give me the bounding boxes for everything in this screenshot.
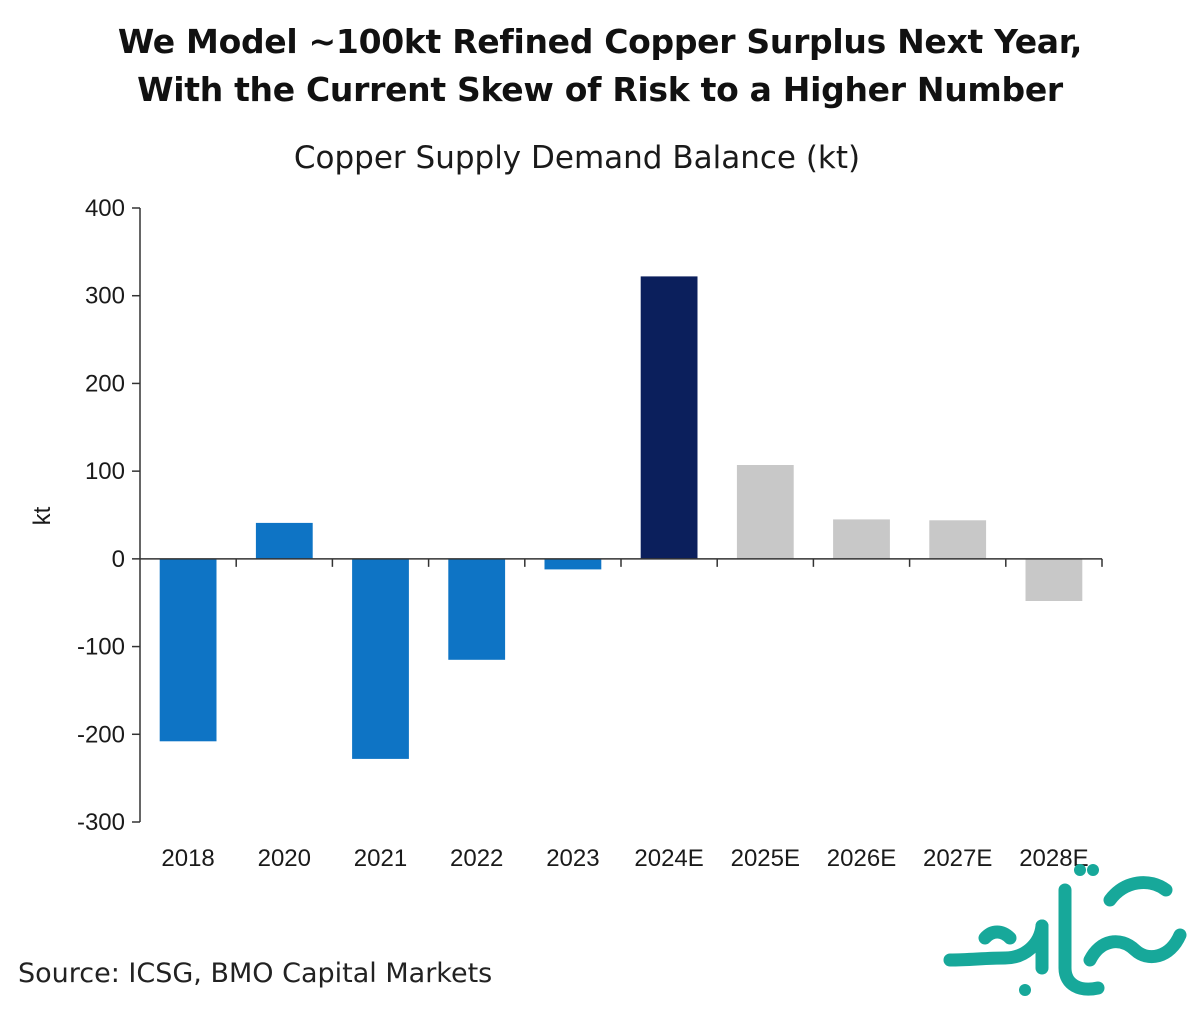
y-tick-label: -100 xyxy=(77,634,125,661)
bar-2024e xyxy=(640,276,698,559)
bar-2028e xyxy=(1025,558,1083,601)
chart-headline: We Model ~100kt Refined Copper Surplus N… xyxy=(0,18,1200,114)
axes-group: 2018 2020 2021 2022 2023 2024E 2025E 2026E 2027E… xyxy=(77,195,1103,872)
chart-title: Copper Supply Demand Balance (kt) xyxy=(294,140,860,176)
x-tick-label: 2023 xyxy=(546,845,599,872)
y-tick-label: 100 xyxy=(85,458,125,485)
x-tick-label: 2026E xyxy=(827,845,896,872)
x-tick-label: 2025E xyxy=(731,845,800,872)
y-tick-label: 400 xyxy=(85,195,125,222)
x-tick-label: 2018 xyxy=(161,845,214,872)
x-tick-label: 2020 xyxy=(258,845,311,872)
bar-2020 xyxy=(255,522,313,559)
source-note: Source: ICSG, BMO Capital Markets xyxy=(18,958,493,989)
bar-2027e xyxy=(929,520,987,559)
y-tick-label: -300 xyxy=(77,809,125,836)
x-tick-label: 2021 xyxy=(354,845,407,872)
watermark-logo xyxy=(943,864,1187,996)
bars-group xyxy=(159,276,1083,759)
bar-2026e xyxy=(833,519,890,559)
x-tick-label: 2024E xyxy=(634,845,703,872)
headline-line-2: With the Current Skew of Risk to a Highe… xyxy=(137,70,1063,109)
y-tick-label: 200 xyxy=(85,370,125,397)
bar-2022 xyxy=(448,558,506,660)
headline-line-1: We Model ~100kt Refined Copper Surplus N… xyxy=(117,22,1083,61)
y-axis-label: kt xyxy=(29,506,56,525)
x-tick-label: 2027E xyxy=(923,845,992,872)
bar-2021 xyxy=(352,558,409,759)
bar-2018 xyxy=(159,558,217,742)
bar-2023 xyxy=(544,558,602,570)
x-tick-label: 2022 xyxy=(450,845,503,872)
y-tick-label: -200 xyxy=(77,721,125,748)
y-tick-label: 300 xyxy=(85,283,125,310)
bar-2025e xyxy=(736,465,794,559)
y-tick-label: 0 xyxy=(112,546,125,573)
